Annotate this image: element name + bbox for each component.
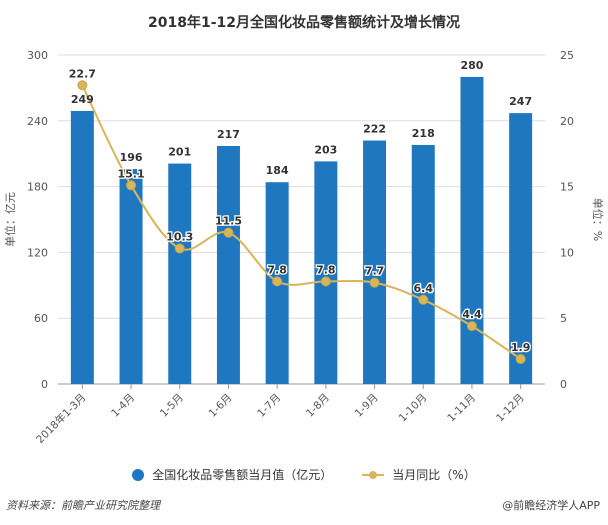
line-value-label: 15.1 — [117, 167, 144, 180]
line-point — [418, 294, 429, 305]
bar-value-label: 201 — [168, 146, 191, 159]
bar — [411, 144, 435, 384]
line-point — [369, 277, 380, 288]
bar-value-label: 203 — [314, 143, 337, 156]
y2-axis-label: 单位：% — [591, 198, 605, 241]
line-value-label: 10.3 — [166, 230, 193, 243]
bar — [314, 161, 338, 384]
y-tick-label: 300 — [27, 49, 48, 62]
line-point — [466, 321, 477, 332]
legend-bar-label: 全国化妆品零售额当月值（亿元） — [152, 468, 333, 482]
y-tick-label: 180 — [27, 181, 48, 194]
chart-title: 2018年1-12月全国化妆品零售额统计及增长情况 — [148, 15, 460, 31]
legend-bar-marker — [132, 468, 145, 481]
line-point — [126, 180, 137, 191]
bar-value-label: 217 — [217, 128, 240, 141]
y-axis-label: 单位：亿元 — [3, 192, 17, 247]
line-value-label: 1.9 — [511, 341, 531, 354]
bar-value-label: 222 — [363, 123, 386, 136]
line-value-label: 22.7 — [69, 67, 96, 80]
bar-value-label: 184 — [266, 164, 289, 177]
x-tick-label: 1-8月 — [304, 392, 332, 420]
y2-tick-label: 10 — [560, 246, 574, 259]
bar-value-label: 218 — [412, 127, 435, 140]
x-tick-label: 1-5月 — [158, 392, 186, 420]
x-tick-label: 1-9月 — [353, 392, 381, 420]
y2-tick-label: 0 — [560, 378, 567, 391]
bar — [70, 110, 94, 385]
bar-value-label: 196 — [120, 151, 143, 164]
legend-item-line[interactable]: 当月同比（%） — [362, 466, 476, 483]
x-tick-label: 1-6月 — [207, 392, 235, 420]
x-tick-label: 1-10月 — [397, 392, 430, 425]
bar — [460, 76, 484, 384]
line-point — [77, 80, 88, 91]
x-tick-label: 1-11月 — [445, 392, 478, 425]
bar — [509, 113, 533, 384]
line-value-label: 7.7 — [365, 265, 385, 278]
legend-item-bar[interactable]: 全国化妆品零售额当月值（亿元） — [132, 466, 332, 483]
line-value-label: 7.8 — [316, 263, 336, 276]
y-tick-label: 120 — [27, 246, 48, 259]
y2-tick-label: 25 — [560, 49, 574, 62]
line-point — [515, 353, 526, 364]
line-point — [272, 276, 283, 287]
line-point — [174, 243, 185, 254]
bar — [119, 169, 143, 384]
y2-tick-label: 20 — [560, 115, 574, 128]
legend-line-marker — [362, 470, 385, 479]
line-value-label: 4.4 — [462, 308, 482, 321]
line-value-label: 7.8 — [267, 263, 287, 276]
line-value-label: 6.4 — [414, 282, 434, 295]
bar-value-label: 280 — [460, 59, 483, 72]
x-tick-label: 1-7月 — [255, 392, 283, 420]
line-point — [223, 227, 234, 238]
y-tick-label: 240 — [27, 115, 48, 128]
line-point — [320, 276, 331, 287]
bar — [216, 146, 240, 384]
bar-value-label: 247 — [509, 95, 532, 108]
source-note: 资料来源：前瞻产业研究院整理 — [6, 499, 160, 512]
bar — [168, 163, 192, 384]
y-tick-label: 60 — [34, 312, 48, 325]
y2-tick-label: 15 — [560, 181, 574, 194]
legend-line-label: 当月同比（%） — [392, 468, 476, 482]
x-tick-label: 1-12月 — [494, 392, 527, 425]
line-value-label: 11.5 — [215, 215, 242, 228]
bar-value-label: 249 — [71, 93, 94, 106]
x-tick-label: 1-4月 — [109, 392, 137, 420]
y2-tick-label: 5 — [560, 312, 567, 325]
x-tick-label: 2018年1-3月 — [33, 391, 88, 446]
legend: 全国化妆品零售额当月值（亿元） 当月同比（%） — [0, 466, 608, 483]
bar — [363, 140, 387, 384]
credit: @前瞻经济学人APP — [502, 499, 600, 512]
y-tick-label: 0 — [41, 378, 48, 391]
